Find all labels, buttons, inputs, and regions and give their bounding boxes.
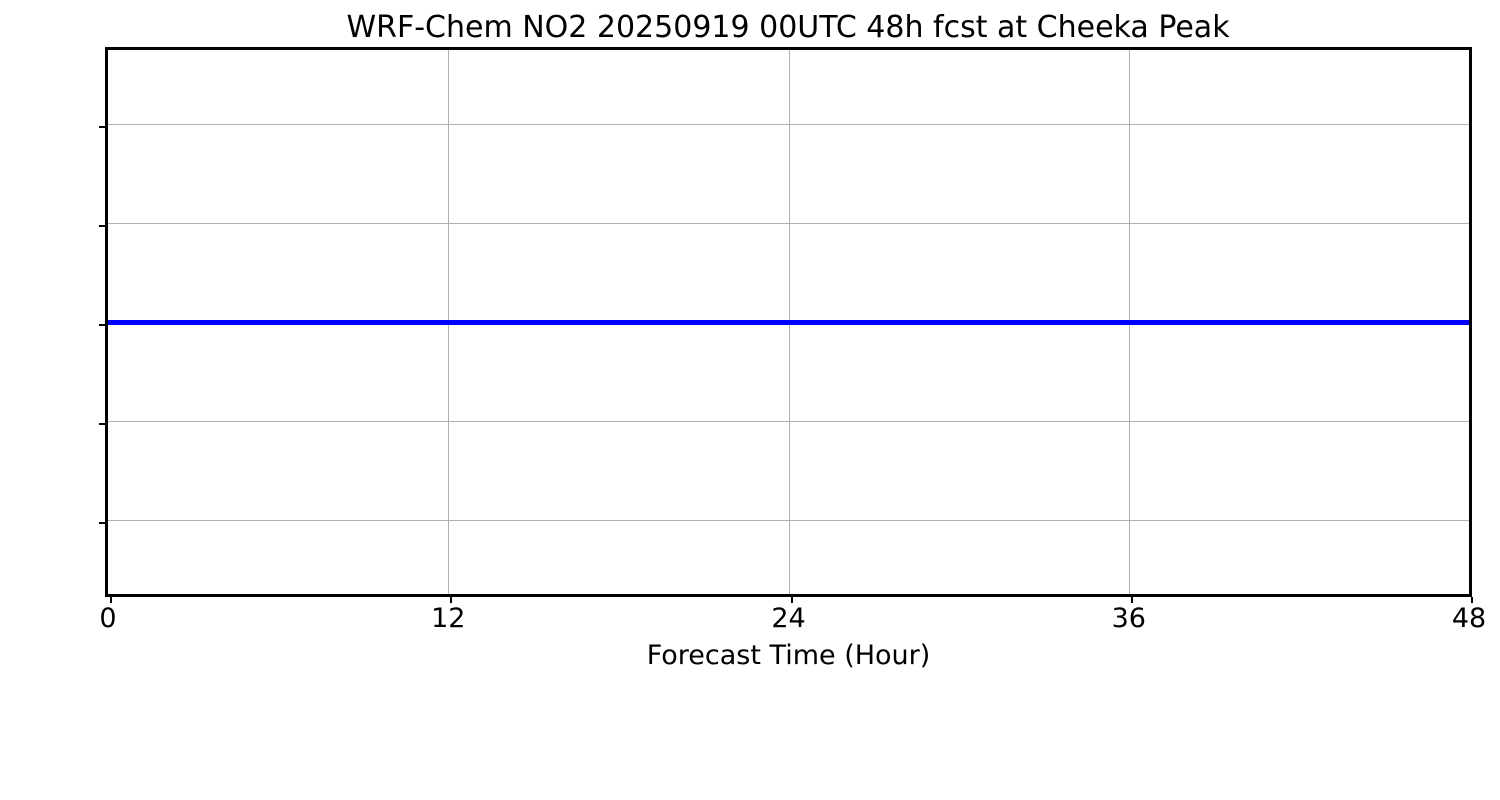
y-tick-mark bbox=[99, 422, 105, 425]
gridline-horizontal bbox=[108, 520, 1469, 521]
x-tick-mark bbox=[1130, 597, 1133, 603]
y-tick-mark bbox=[99, 324, 105, 326]
x-tick-mark bbox=[450, 597, 453, 603]
gridline-horizontal bbox=[108, 223, 1469, 224]
y-tick-mark bbox=[99, 521, 105, 524]
x-tick-label: 24 bbox=[771, 603, 806, 634]
x-tick-label: 36 bbox=[1111, 603, 1146, 634]
plot-area bbox=[108, 50, 1469, 594]
data-line bbox=[108, 319, 1469, 325]
x-tick-label: 12 bbox=[431, 603, 466, 634]
y-tick-mark bbox=[99, 126, 105, 129]
x-tick-mark bbox=[110, 597, 112, 603]
x-tick-mark bbox=[1471, 597, 1473, 603]
gridline-horizontal bbox=[108, 421, 1469, 422]
x-tick-label: 0 bbox=[99, 603, 117, 634]
y-tick-mark bbox=[99, 225, 105, 228]
plot-axes bbox=[99, 47, 1473, 603]
chart-title: WRF-Chem NO2 20250919 00UTC 48h fcst at … bbox=[346, 10, 1230, 45]
x-tick-mark bbox=[790, 597, 793, 603]
x-tick-label: 48 bbox=[1451, 603, 1487, 634]
x-axis-label: Forecast Time (Hour) bbox=[646, 640, 931, 671]
gridline-horizontal bbox=[108, 124, 1469, 125]
